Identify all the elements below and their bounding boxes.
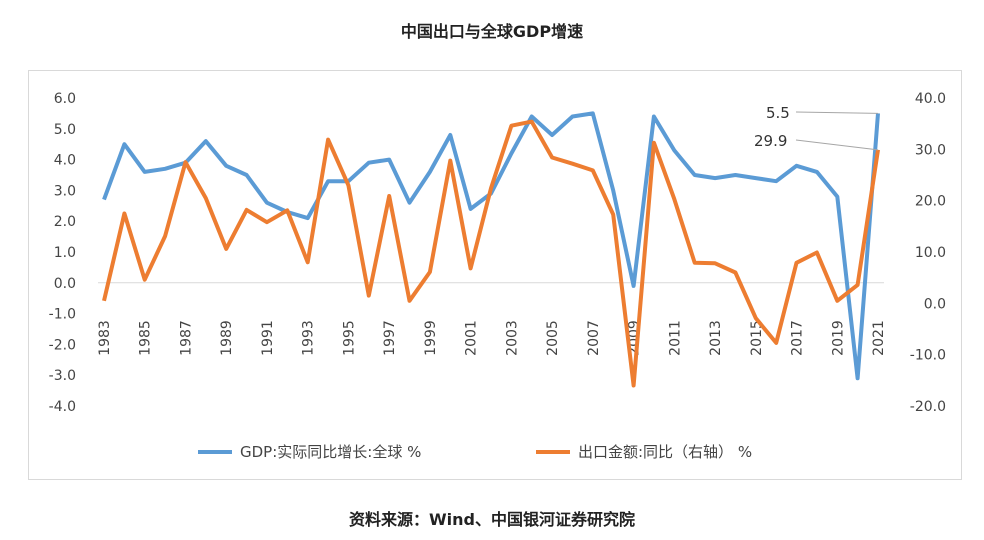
callout-label: 5.5: [766, 104, 790, 122]
x-tick-label: 1991: [260, 320, 276, 356]
right-tick-label: 20.0: [915, 194, 946, 210]
right-tick-label: 30.0: [915, 142, 946, 158]
x-tick-label: 2005: [545, 320, 561, 356]
left-tick-label: 5.0: [54, 122, 76, 138]
right-tick-label: -20.0: [910, 399, 946, 415]
x-tick-label: 1995: [341, 320, 357, 356]
right-tick-label: 0.0: [924, 296, 946, 312]
right-tick-label: 40.0: [915, 91, 946, 107]
x-tick-label: 2001: [464, 320, 480, 356]
x-tick-label: 1985: [138, 320, 154, 356]
x-tick-label: 1987: [178, 320, 194, 356]
left-tick-label: 3.0: [54, 183, 76, 199]
x-tick-label: 2007: [586, 320, 602, 356]
right-tick-label: 10.0: [915, 245, 946, 261]
callout-leader-line: [795, 139, 879, 151]
left-tick-label: -3.0: [49, 368, 76, 384]
series-line-export: [102, 119, 880, 388]
chart-frame: [28, 70, 962, 480]
left-tick-label: 6.0: [54, 91, 76, 107]
x-tick-label: 2021: [871, 320, 887, 356]
right-tick-label: -10.0: [910, 348, 946, 364]
callout-label: 29.9: [754, 132, 787, 150]
x-tick-label: 2011: [667, 320, 683, 356]
x-tick-label: 1993: [301, 320, 317, 356]
x-axis-ticks: 1983 1985 1987 1989 1991 1993 1995 1997 1999 2001…: [97, 320, 887, 356]
x-tick-label: 2015: [749, 320, 765, 356]
legend-label-gdp: GDP:实际同比增长:全球 %: [240, 443, 421, 461]
left-axis-ticks: 6.0 5.0 4.0 3.0 2.0 1.0 0.0 -1.0 -2.0 -3.0 -4.0: [49, 91, 76, 415]
left-tick-label: 4.0: [54, 153, 76, 169]
callout-leader-line: [795, 111, 879, 114]
x-tick-label: 1983: [97, 320, 113, 356]
x-tick-label: 2019: [830, 320, 846, 356]
legend: GDP:实际同比增长:全球 % 出口金额:同比（右轴） %: [198, 443, 752, 461]
callouts: 5.5 29.9: [754, 104, 879, 151]
left-tick-label: -1.0: [49, 307, 76, 323]
left-tick-label: 1.0: [54, 245, 76, 261]
legend-label-export: 出口金额:同比（右轴） %: [578, 443, 752, 461]
source-note: 资料来源：Wind、中国银河证券研究院: [349, 510, 635, 529]
x-tick-label: 2003: [504, 320, 520, 356]
left-tick-label: 2.0: [54, 214, 76, 230]
x-tick-label: 2013: [708, 320, 724, 356]
x-tick-label: 1989: [219, 320, 235, 356]
x-tick-label: 1999: [423, 320, 439, 356]
series-lines: [102, 111, 880, 388]
right-axis-ticks: 40.0 30.0 20.0 10.0 0.0 -10.0 -20.0: [910, 91, 946, 415]
left-tick-label: -2.0: [49, 337, 76, 353]
left-tick-label: 0.0: [54, 276, 76, 292]
left-tick-label: -4.0: [49, 399, 76, 415]
x-tick-label: 1997: [382, 320, 398, 356]
x-tick-label: 2017: [790, 320, 806, 356]
chart-title: 中国出口与全球GDP增速: [400, 22, 584, 41]
